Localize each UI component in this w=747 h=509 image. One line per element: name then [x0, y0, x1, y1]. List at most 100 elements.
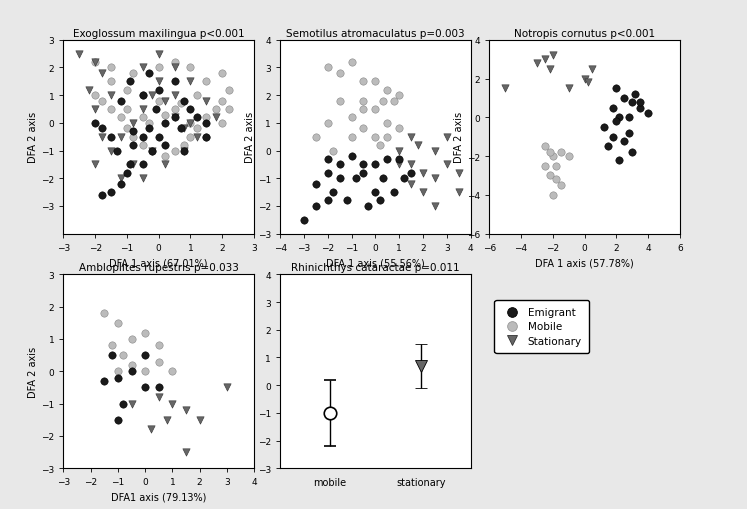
Point — [453, 189, 465, 197]
Point — [137, 64, 149, 72]
Point — [99, 377, 111, 385]
Point — [169, 114, 181, 122]
Point — [159, 161, 171, 169]
Point — [149, 106, 161, 114]
Point — [159, 153, 171, 161]
Point — [388, 189, 400, 197]
Point — [191, 125, 203, 133]
Point — [125, 367, 137, 376]
Point — [180, 406, 192, 414]
Point — [90, 106, 102, 114]
Point — [127, 128, 140, 136]
Point — [127, 142, 140, 150]
Point — [544, 172, 556, 180]
Point — [127, 133, 140, 142]
Point — [412, 142, 424, 150]
Point — [393, 161, 405, 169]
Point — [334, 161, 346, 169]
Point — [210, 106, 222, 114]
Point — [185, 78, 196, 86]
Point — [117, 351, 129, 359]
Point — [137, 106, 149, 114]
Point — [393, 125, 405, 133]
Point — [167, 400, 179, 408]
Y-axis label: DFA 2 axis: DFA 2 axis — [28, 346, 38, 397]
Point — [90, 120, 102, 128]
Point — [105, 133, 117, 142]
Point — [115, 97, 127, 105]
Point — [139, 367, 151, 376]
Point — [369, 189, 381, 197]
Point — [453, 169, 465, 178]
Point — [96, 191, 108, 200]
Point — [322, 197, 334, 205]
Point — [381, 133, 393, 142]
Point — [90, 59, 102, 67]
Point — [175, 125, 187, 133]
Point — [169, 147, 181, 155]
Point — [369, 106, 381, 114]
Point — [550, 176, 562, 184]
Point — [137, 92, 149, 100]
Point — [358, 106, 370, 114]
X-axis label: DFA1 axis (79.13%): DFA1 axis (79.13%) — [111, 492, 206, 502]
Point — [362, 203, 374, 211]
Point — [217, 120, 229, 128]
Point — [127, 70, 140, 78]
Point — [180, 448, 192, 456]
Point — [178, 125, 190, 133]
Point — [334, 175, 346, 183]
Point — [146, 147, 158, 155]
Point — [610, 118, 622, 126]
Point — [619, 137, 630, 146]
Point — [200, 78, 212, 86]
Point — [115, 180, 127, 188]
X-axis label: DFA 1 axis (57.78%): DFA 1 axis (57.78%) — [535, 258, 634, 268]
Point — [429, 175, 441, 183]
Point — [374, 197, 386, 205]
Point — [539, 162, 551, 171]
Point — [161, 416, 173, 424]
Point — [393, 147, 405, 155]
Point — [376, 175, 388, 183]
Title: Rhinichthys cataractae p=0.011: Rhinichthys cataractae p=0.011 — [291, 263, 459, 273]
Point — [146, 147, 158, 155]
Point — [146, 147, 158, 155]
Point — [369, 133, 381, 142]
Point — [121, 125, 133, 133]
Legend: Emigrant, Mobile, Stationary: Emigrant, Mobile, Stationary — [495, 300, 589, 353]
Point — [607, 133, 619, 142]
Point — [634, 99, 646, 107]
Point — [178, 142, 190, 150]
Point — [210, 114, 222, 122]
Point — [393, 155, 405, 163]
Point — [623, 129, 635, 137]
Point — [358, 125, 370, 133]
Title: Exoglossum maxilingua p<0.001: Exoglossum maxilingua p<0.001 — [73, 29, 244, 39]
Point — [562, 153, 574, 161]
Y-axis label: DFA 2 axis: DFA 2 axis — [245, 112, 255, 163]
Point — [221, 384, 233, 392]
Point — [152, 133, 164, 142]
Point — [139, 351, 151, 359]
Point — [137, 175, 149, 183]
Point — [562, 85, 574, 93]
Point — [358, 169, 370, 178]
Point — [388, 97, 400, 105]
Point — [334, 70, 346, 78]
Point — [322, 64, 334, 72]
Point — [105, 78, 117, 86]
Point — [112, 374, 124, 382]
Point — [200, 133, 212, 142]
Point — [539, 56, 551, 64]
Point — [358, 97, 370, 105]
Point — [193, 416, 205, 424]
Point — [90, 59, 102, 67]
Point — [326, 189, 338, 197]
Point — [381, 87, 393, 95]
Title: Notropis cornutus p<0.001: Notropis cornutus p<0.001 — [514, 29, 655, 39]
Point — [358, 78, 370, 86]
Point — [139, 329, 151, 337]
Point — [405, 161, 417, 169]
Point — [137, 92, 149, 100]
